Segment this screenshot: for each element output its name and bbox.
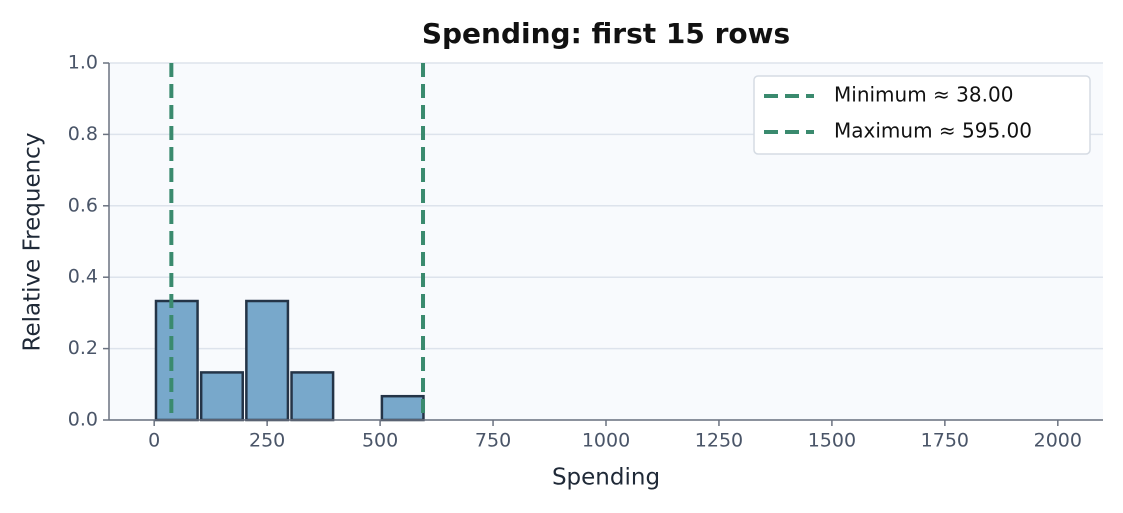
legend-box (753, 75, 1091, 155)
x-tick-label: 1750 (921, 430, 969, 452)
legend-label: Maximum ≈ 595.00 (834, 119, 1032, 143)
x-tick-label: 1250 (695, 430, 743, 452)
x-tick-label: 750 (475, 430, 511, 452)
bar (380, 394, 425, 422)
x-tick-label: 1000 (582, 430, 630, 452)
bar (154, 299, 199, 422)
legend-label: Minimum ≈ 38.00 (834, 83, 1013, 107)
chart-title: Spending: first 15 rows (422, 17, 790, 50)
x-tick-label: 2000 (1034, 430, 1082, 452)
x-tick-label: 500 (362, 430, 398, 452)
y-tick-label: 0.4 (68, 266, 98, 288)
y-tick-label: 0.8 (68, 123, 98, 145)
x-tick-label: 1500 (808, 430, 856, 452)
y-tick-label: 0.0 (68, 409, 98, 431)
x-axis-label: Spending (552, 465, 660, 491)
y-tick-label: 0.2 (68, 337, 98, 359)
y-tick-label: 0.6 (68, 194, 98, 216)
x-tick-label: 0 (148, 430, 160, 452)
legend: Minimum ≈ 38.00 Maximum ≈ 595.00 (753, 75, 1091, 155)
y-tick-label: 1.0 (68, 52, 98, 74)
bar (245, 299, 290, 422)
bar (290, 371, 335, 422)
x-tick-label: 250 (249, 430, 285, 452)
bar (199, 371, 244, 422)
y-axis-label: Relative Frequency (20, 133, 46, 352)
